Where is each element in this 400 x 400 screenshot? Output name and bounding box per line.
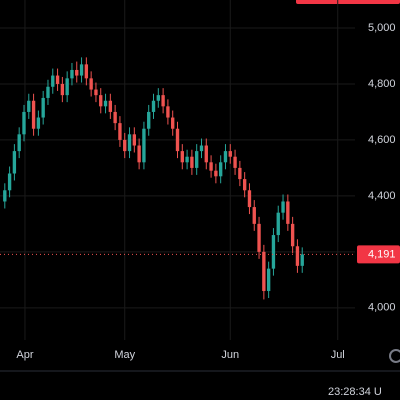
x-tick-label: Jul (331, 349, 345, 361)
candle-body (127, 134, 132, 152)
candle-body (242, 179, 247, 191)
candle-body (257, 223, 261, 252)
candle-body (218, 162, 223, 177)
candle-body (108, 100, 113, 112)
candle-body (79, 64, 84, 76)
candle-body (147, 111, 151, 129)
candle-body (123, 139, 127, 152)
candle-body (3, 190, 7, 202)
candle-body (84, 64, 89, 79)
candle-body (94, 89, 98, 96)
x-tick-label: May (114, 349, 135, 361)
clock: 23:28:34 U (328, 386, 382, 398)
candle-body (214, 170, 218, 177)
candle-body (204, 145, 208, 163)
candle-body (103, 100, 108, 107)
candle-body (295, 246, 300, 266)
top-badge (296, 0, 400, 4)
candle-body (17, 134, 21, 152)
candle-body (31, 100, 36, 129)
candle-body (75, 69, 79, 76)
candle-body (27, 100, 31, 112)
candle-body (271, 235, 276, 269)
candle-body (70, 69, 74, 79)
candle-body (266, 268, 271, 292)
candle-body (281, 201, 285, 213)
y-tick-label: 4,800 (368, 78, 396, 90)
candle-body (60, 83, 65, 96)
candle-body (161, 95, 165, 107)
candle-body (55, 75, 60, 84)
candle-body (180, 151, 184, 163)
candle-body (286, 201, 290, 224)
x-tick-label: Jun (221, 349, 239, 361)
y-tick-label: 4,000 (368, 302, 396, 314)
candle-body (46, 86, 50, 98)
candle-body (171, 117, 175, 129)
candle-body (41, 97, 45, 118)
x-tick-label: Apr (16, 349, 33, 361)
y-tick-label: 4,600 (368, 134, 396, 146)
candle-body (228, 151, 232, 157)
candle-body (238, 167, 242, 180)
candle-body (276, 212, 280, 236)
y-tick-label: 5,000 (368, 22, 396, 34)
last-price-badge (357, 245, 400, 264)
candle-body (223, 151, 228, 163)
candle-body (142, 128, 146, 163)
candle-body (89, 78, 93, 90)
candle-body (252, 207, 256, 224)
candle-body (300, 254, 304, 266)
candle-body (209, 162, 213, 171)
candle-body (151, 100, 156, 112)
candle-body (7, 173, 12, 191)
candle-body (99, 95, 103, 107)
candle-body (65, 78, 69, 96)
candle-body (166, 106, 170, 118)
candle-body (36, 117, 41, 129)
candle-body (22, 111, 26, 135)
candle-body (175, 128, 180, 152)
candle-body (12, 151, 17, 174)
candle-body (233, 156, 237, 168)
candle-body (262, 251, 266, 292)
candle-body (185, 156, 189, 163)
settings-icon[interactable] (389, 349, 400, 363)
candle-body (156, 95, 160, 101)
candle-body (51, 75, 55, 87)
candle-body (247, 190, 252, 208)
candle-body (132, 134, 137, 146)
candle-body (199, 145, 204, 152)
candle-body (113, 111, 117, 124)
candle-body (190, 156, 194, 168)
y-tick-label: 4,400 (368, 190, 396, 202)
last-price-label: 4,191 (368, 248, 396, 260)
candle-body (195, 151, 199, 168)
candle-body (118, 123, 122, 140)
candle-body (137, 145, 141, 163)
candle-body (290, 223, 295, 247)
